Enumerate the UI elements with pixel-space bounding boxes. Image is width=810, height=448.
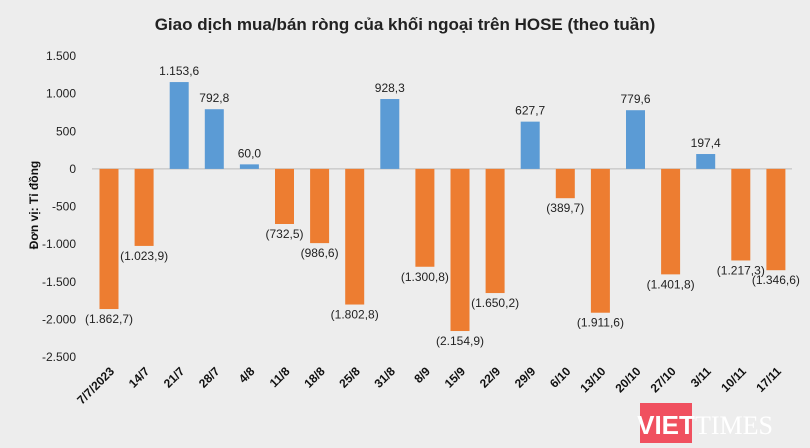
data-label: (1.862,7) [85, 312, 133, 326]
x-tick-label: 25/8 [336, 364, 363, 391]
data-label: (1.802,8) [331, 308, 379, 322]
x-tick-label: 11/8 [267, 364, 293, 390]
bar-21/7 [169, 82, 189, 169]
data-label: 1.153,6 [159, 64, 199, 78]
x-tick-label: 20/10 [612, 364, 643, 395]
data-label: 928,3 [375, 81, 405, 95]
bar-28/7 [204, 109, 224, 169]
svg-text:TIMES: TIMES [695, 411, 773, 440]
data-label: (986,6) [301, 246, 339, 260]
x-tick-label: 18/8 [301, 364, 328, 391]
bar-20/10 [626, 110, 645, 169]
y-tick-label: -1.000 [42, 237, 76, 251]
x-tick-label: 21/7 [161, 364, 188, 391]
x-tick-label: 27/10 [648, 364, 679, 395]
x-tick-label: 3/11 [688, 364, 714, 390]
bar-6/10 [555, 168, 575, 199]
x-tick-label: 17/11 [753, 364, 784, 395]
bar-25/8 [345, 168, 365, 305]
x-tick-label: 13/10 [577, 364, 608, 395]
bar-22/9 [485, 168, 505, 294]
data-label: (2.154,9) [436, 334, 484, 348]
x-tick-label: 7/7/2023 [74, 364, 117, 407]
data-label: 197,4 [691, 136, 721, 150]
bar-14/7 [134, 168, 154, 246]
data-label: 792,8 [199, 91, 229, 105]
bar-7/7/2023 [99, 168, 119, 310]
x-tick-label: 6/10 [547, 364, 574, 391]
data-label: (1.346,6) [752, 273, 800, 287]
x-tick-label: 8/9 [411, 364, 433, 386]
data-label: 627,7 [515, 104, 545, 118]
x-tick-label: 28/7 [196, 364, 223, 391]
bar-15/9 [450, 168, 470, 332]
data-label: 60,0 [238, 146, 262, 160]
bar-17/11 [766, 168, 786, 271]
x-tick-label: 31/8 [372, 364, 399, 391]
data-label: (1.911,6) [577, 316, 624, 330]
bar-10/11 [731, 168, 751, 261]
y-tick-label: -1.500 [42, 275, 76, 289]
bar-29/9 [520, 121, 540, 169]
y-tick-label: 500 [56, 124, 76, 138]
y-tick-label: -2.500 [42, 350, 76, 364]
x-tick-label: 10/11 [718, 364, 749, 395]
bar-13/10 [590, 168, 610, 313]
bar-27/10 [661, 168, 681, 275]
x-tick-label: 14/7 [126, 364, 153, 391]
y-axis-label: Đơn vị: Tỉ đồng [27, 161, 41, 250]
bar-4/8 [239, 164, 259, 169]
chart-title: Giao dịch mua/bán ròng của khối ngoại tr… [155, 15, 656, 34]
bar-8/9 [415, 168, 435, 267]
bar-31/8 [380, 99, 400, 169]
x-tick-label: 4/8 [236, 364, 258, 386]
y-tick-label: -500 [52, 200, 76, 214]
svg-text:VIET: VIET [637, 410, 695, 440]
x-tick-label: 29/9 [512, 364, 539, 391]
y-tick-label: -2.000 [42, 312, 76, 326]
bar-3/11 [696, 154, 716, 169]
data-label: (732,5) [265, 227, 303, 241]
y-tick-label: 1.000 [46, 87, 76, 101]
data-label: (1.650,2) [471, 296, 519, 310]
x-tick-label: 22/9 [477, 364, 504, 391]
viettimes-logo: VIET TIMES [637, 403, 773, 443]
data-label: (1.023,9) [120, 249, 168, 263]
data-label: 779,6 [620, 92, 650, 106]
data-label: (1.217,3) [717, 263, 765, 277]
x-tick-label: 15/9 [442, 364, 469, 391]
y-tick-label: 0 [69, 162, 76, 176]
bar-18/8 [310, 168, 330, 244]
data-label: (1.300,8) [401, 270, 449, 284]
y-tick-label: 1.500 [46, 49, 76, 63]
bar-11/8 [275, 168, 294, 224]
data-label: (1.401,8) [647, 277, 695, 291]
data-label: (389,7) [546, 201, 584, 215]
